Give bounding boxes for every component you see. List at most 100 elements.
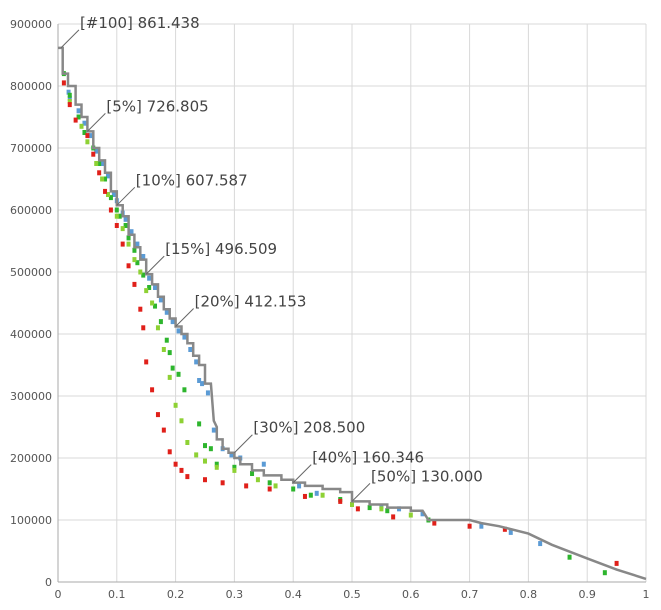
data-point [103, 176, 108, 182]
data-point [132, 247, 137, 253]
data-point [141, 272, 146, 278]
data-point [229, 452, 234, 458]
data-point [67, 95, 72, 101]
data-point [385, 508, 390, 514]
annotation-label: [40%] 160.346 [312, 449, 424, 467]
data-point [117, 213, 122, 219]
data-point [194, 452, 199, 458]
data-point [88, 133, 93, 139]
data-point [120, 226, 125, 232]
data-point [203, 443, 207, 449]
data-point [94, 148, 99, 154]
data-point [205, 390, 210, 396]
data-point [114, 223, 119, 228]
data-point [138, 269, 143, 275]
data-point [123, 216, 128, 222]
data-point [197, 421, 202, 427]
data-point [261, 461, 266, 467]
data-point [114, 207, 119, 213]
data-point [105, 192, 110, 197]
data-point [203, 477, 207, 483]
data-point [211, 427, 216, 433]
annotation-label: [10%] 607.587 [136, 171, 248, 189]
annotation-label: [50%] 130.000 [371, 467, 483, 485]
data-point [179, 467, 184, 473]
data-point [338, 498, 343, 504]
data-point [114, 213, 119, 219]
data-point [67, 92, 72, 98]
data-point [379, 506, 384, 512]
annotation-leader [292, 464, 312, 483]
data-point [173, 402, 178, 408]
data-point [614, 560, 619, 566]
annotation-leader [60, 29, 80, 49]
data-point [220, 480, 225, 486]
data-point [67, 102, 72, 108]
data-point [391, 514, 396, 520]
data-point [208, 446, 213, 452]
data-point [302, 493, 307, 499]
data-point [432, 520, 437, 526]
y-tick-label: 600000 [10, 204, 52, 217]
data-point [244, 483, 249, 489]
data-point [467, 523, 472, 529]
data-point [67, 99, 72, 104]
x-tick-label: 0.4 [284, 588, 302, 601]
data-point [100, 176, 105, 182]
data-point [135, 241, 140, 247]
data-point [200, 381, 205, 387]
data-point [232, 467, 237, 473]
y-tick-label: 0 [45, 576, 52, 589]
data-point [267, 480, 272, 486]
data-point [141, 325, 146, 331]
data-point [408, 512, 413, 518]
data-point [97, 170, 102, 176]
data-point [173, 461, 178, 467]
x-tick-label: 0 [55, 588, 62, 601]
data-point [167, 374, 172, 380]
data-point [108, 207, 113, 213]
annotation-leader [116, 186, 136, 206]
data-point [176, 328, 181, 334]
data-point [232, 464, 237, 470]
data-point [182, 334, 187, 340]
data-point [155, 412, 160, 418]
data-point [167, 449, 172, 455]
data-point [214, 461, 219, 467]
annotation-leader [87, 113, 106, 132]
x-tick-label: 1 [643, 588, 650, 601]
data-point [123, 223, 128, 228]
data-point [138, 306, 143, 312]
annotation-leader [175, 308, 194, 327]
data-point [179, 418, 184, 424]
data-point [170, 319, 175, 325]
data-point [255, 477, 260, 483]
data-point [297, 483, 302, 489]
data-point [320, 492, 325, 498]
data-point [135, 260, 140, 266]
data-point [567, 554, 572, 560]
data-point [164, 337, 169, 343]
annotation-label: [5%] 726.805 [106, 97, 208, 115]
annotation-leader [145, 255, 165, 275]
data-point [85, 133, 90, 139]
data-point [97, 161, 102, 166]
data-point [167, 350, 172, 356]
series-line [58, 46, 647, 581]
data-point [350, 502, 354, 507]
data-point [153, 285, 158, 290]
data-point [66, 89, 71, 95]
data-point [176, 371, 181, 377]
annotation-leader [351, 483, 371, 502]
data-point [170, 365, 175, 371]
data-point [147, 275, 152, 281]
data-point [82, 130, 87, 135]
data-point [85, 139, 90, 145]
data-point [182, 387, 187, 393]
data-point [150, 387, 155, 393]
y-tick-label: 100000 [10, 514, 52, 527]
data-point [82, 120, 87, 126]
data-point [194, 359, 199, 365]
data-point [111, 192, 116, 197]
